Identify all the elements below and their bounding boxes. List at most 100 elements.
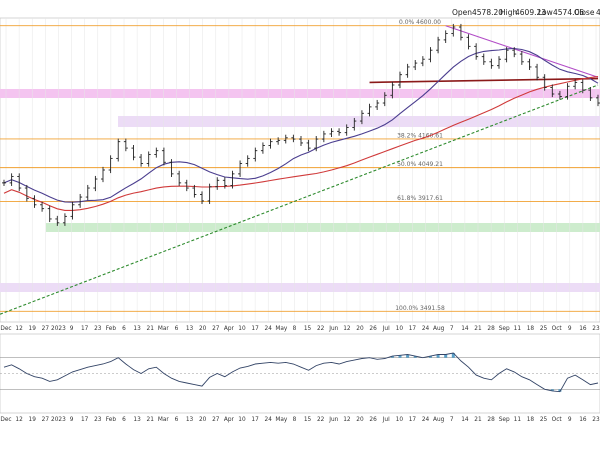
price-bar [466,34,471,50]
price-x-tick-label: 17 [251,326,259,332]
price-x-tick-label: Sep [499,326,510,332]
price-bar [146,151,151,167]
price-x-tick-label: 24 [422,326,430,332]
price-bar [131,145,136,161]
ma-50-line [3,47,599,203]
price-x-tick-label: 9 [70,326,74,332]
price-bar [580,79,585,94]
fib-level-label: 100.0% 3491.58 [395,305,445,312]
price-bar [283,134,288,144]
price-bar [497,56,501,69]
fib-level-label: 61.8% 3917.61 [397,195,443,202]
rsi-x-tick-label: 10 [238,417,246,423]
price-x-tick-label: 12 [343,326,351,332]
price-x-tick-label: 13 [133,326,141,332]
rsi-x-tick-label: Apr [224,417,235,423]
price-x-tick-label: 12 [15,326,23,332]
price-bar [192,184,197,198]
price-x-tick-label: 20 [356,326,364,332]
low-value: 4574.06 [553,8,584,17]
price-x-tick-label: 23 [592,326,600,332]
price-bar [390,81,395,99]
rsi-x-tick-label: 6 [175,417,179,423]
rsi-x-tick-label: 8 [293,417,297,423]
rsi-x-tick-label: 28 [487,417,495,423]
price-bar [123,138,128,152]
price-x-tick-label: 6 [122,326,126,332]
rsi-x-tick-label: 25 [540,417,548,423]
horizontal-resistance-line [369,77,599,84]
price-bar [527,58,532,71]
rsi-x-tick-label: 16 [579,417,587,423]
price-bar [565,83,570,100]
rsi-x-tick-label: 18 [527,417,535,423]
price-bar [9,173,14,186]
price-bar [116,138,121,162]
rsi-x-tick-label: 24 [422,417,430,423]
rsi-x-tick-label: 9 [70,417,74,423]
price-bar [32,195,37,208]
price-bar [375,99,380,110]
price-x-tick-label: 23 [94,326,102,332]
rsi-x-tick-label: May [275,417,288,423]
rsi-x-tick-label: Oct [552,417,563,423]
rsi-x-tick-label: 14 [461,417,469,423]
price-bar [573,79,578,90]
price-bar [512,47,517,58]
rsi-x-tick-label: 21 [147,417,155,423]
price-x-tick-label: 27 [212,326,220,332]
price-x-tick-label: 19 [29,326,37,332]
price-bar [299,135,303,147]
price-bar [230,170,235,189]
price-bar [344,124,349,136]
rsi-x-tick-label: 27 [42,417,50,423]
price-panel-frame [0,17,600,323]
price-bar [154,147,159,158]
price-bar [238,160,243,177]
price-bar [359,110,364,125]
price-bar [542,74,547,91]
rsi-x-tick-label: Dec [0,417,11,423]
lower-support-zone-band [46,223,600,232]
rising-support-trendline [0,84,599,315]
rsi-guides [0,357,600,390]
price-bar [314,135,319,152]
rsi-x-tick-label: 12 [343,417,351,423]
price-bar [474,43,479,60]
price-x-tick-label: 8 [293,326,297,332]
open-label: Open [452,8,472,17]
price-x-tick-label: 13 [186,326,194,332]
price-bar [321,130,326,143]
rsi-x-tick-label: 17 [251,417,259,423]
price-x-tick-label: 20 [199,326,207,332]
rsi-x-tick-label: 2023 [51,417,66,423]
rsi-x-tick-label: Jun [328,417,338,423]
price-x-tick-label: 17 [81,326,89,332]
price-bar [291,134,296,143]
price-bar [398,71,402,89]
rsi-x-tick-label: 6 [122,417,126,423]
price-bar [200,191,204,205]
price-x-tick-label: Oct [552,326,563,332]
price-zones [0,89,600,292]
price-x-tick-label: 10 [238,326,246,332]
price-bar [207,183,212,205]
rsi-x-tick-label: 27 [212,417,220,423]
price-bar [268,138,273,149]
price-x-tick-label: 11 [514,326,522,332]
price-x-tick-label: Dec [0,326,11,332]
price-bar [443,30,448,43]
low-label: Low [538,8,553,17]
price-bar [184,179,189,192]
close-label: Close [574,8,595,17]
price-bar [177,170,182,186]
price-bar [489,58,494,69]
rsi-x-tick-label: 12 [15,417,23,423]
price-bar [101,166,105,183]
price-bar [557,90,562,100]
price-bar [420,56,425,67]
price-bar [93,175,98,192]
price-bar [413,59,418,71]
price-bar [85,184,90,201]
price-bar [519,50,524,65]
